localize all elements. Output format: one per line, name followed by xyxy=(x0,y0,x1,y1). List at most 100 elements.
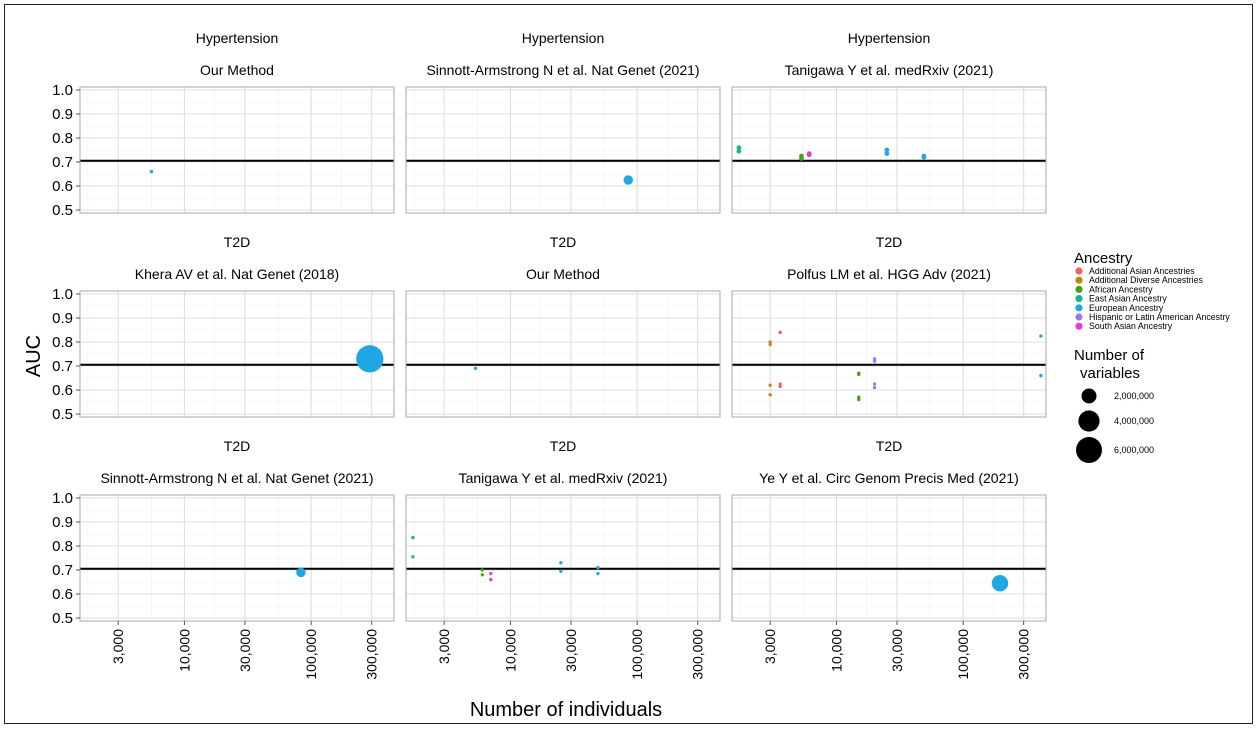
panel-border xyxy=(405,290,721,418)
legend-size-label: 6,000,000 xyxy=(1114,445,1154,455)
facet-source-label: Khera AV et al. Nat Genet (2018) xyxy=(135,266,339,282)
y-tick-label: 0.9 xyxy=(52,310,73,327)
facet-source-label: Tanigawa Y et al. medRxiv (2021) xyxy=(459,470,668,486)
data-point xyxy=(799,156,804,161)
x-tick-label: 30,000 xyxy=(237,629,253,672)
panel-border xyxy=(405,86,721,214)
data-point xyxy=(872,357,877,361)
panel-border xyxy=(79,86,395,214)
facet-trait-label: T2D xyxy=(876,234,902,250)
data-point xyxy=(768,393,772,397)
data-point xyxy=(1039,334,1043,338)
legend-size-title: variables xyxy=(1080,365,1140,382)
data-point xyxy=(872,382,877,386)
x-tick-label: 3,000 xyxy=(436,629,452,664)
facet-trait-label: T2D xyxy=(876,438,902,454)
x-tick-label: 10,000 xyxy=(828,629,844,672)
y-tick-label: 0.5 xyxy=(52,202,73,219)
legend-swatch xyxy=(1075,313,1083,321)
x-tick-label: 3,000 xyxy=(762,629,778,664)
panel-border xyxy=(731,86,1047,214)
y-tick-label: 0.5 xyxy=(52,610,73,627)
legend-ancestry-label: Additional Diverse Ancestries xyxy=(1089,275,1204,285)
x-tick-label: 30,000 xyxy=(563,629,579,672)
legend-size-marker xyxy=(1078,410,1100,432)
x-tick-label: 300,000 xyxy=(364,629,380,680)
x-tick-label: 100,000 xyxy=(303,629,319,680)
x-tick-label: 10,000 xyxy=(176,629,192,672)
facet-source-label: Our Method xyxy=(200,62,274,78)
legend-size-marker xyxy=(1076,437,1102,463)
panel-border xyxy=(731,494,1047,622)
data-point xyxy=(768,383,772,387)
y-tick-label: 1.0 xyxy=(52,82,73,99)
facet-panel: T2D Our Method xyxy=(405,234,721,418)
facet-panel: Hypertension Sinnott-Armstrong N et al. N… xyxy=(405,30,721,214)
y-tick-label: 0.6 xyxy=(52,178,73,195)
y-tick-label: 0.6 xyxy=(52,382,73,399)
facet-source-label: Ye Y et al. Circ Genom Precis Med (2021) xyxy=(759,470,1019,486)
facet-panel: Hypertension Our Method 0.5 0.6 0.7 0.8 0.9 1.0 xyxy=(52,30,395,219)
facet-trait-label: T2D xyxy=(224,234,250,250)
facet-trait-label: T2D xyxy=(224,438,250,454)
data-point xyxy=(623,175,633,185)
facet-panel: T2D Sinnott-Armstrong N et al. Nat Genet … xyxy=(52,438,395,680)
data-point xyxy=(356,345,384,373)
x-tick-label: 10,000 xyxy=(502,629,518,672)
y-axis-title: AUC xyxy=(23,335,45,377)
data-point xyxy=(872,359,877,363)
facet-trait-label: T2D xyxy=(550,438,576,454)
data-point xyxy=(806,152,812,158)
legend-swatch xyxy=(1075,276,1083,284)
data-point xyxy=(149,169,154,174)
facet-source-label: Tanigawa Y et al. medRxiv (2021) xyxy=(785,62,994,78)
panel-border xyxy=(79,494,395,622)
legend-ancestry-label: European Ancestry xyxy=(1089,303,1164,313)
data-point xyxy=(596,565,600,570)
data-point xyxy=(489,571,493,576)
data-point xyxy=(559,569,563,573)
data-point xyxy=(991,574,1009,592)
data-point xyxy=(778,330,782,335)
data-point xyxy=(884,151,890,156)
x-tick-label: 300,000 xyxy=(1016,629,1032,680)
y-tick-label: 1.0 xyxy=(52,286,73,303)
data-point xyxy=(736,148,742,154)
data-point xyxy=(596,571,600,576)
legend-ancestry-label: South Asian Ancestry xyxy=(1089,321,1173,331)
facet-trait-label: T2D xyxy=(550,234,576,250)
data-point xyxy=(778,384,782,389)
y-tick-label: 0.7 xyxy=(52,154,73,171)
facet-panel: Hypertension Tanigawa Y et al. medRxiv (2… xyxy=(731,30,1047,214)
data-point xyxy=(736,145,742,150)
data-point xyxy=(768,340,772,344)
legend-size-marker xyxy=(1081,388,1097,404)
data-point xyxy=(296,567,306,578)
facet-panel: T2D Khera AV et al. Nat Genet (2018) 0.5 0.… xyxy=(52,234,395,423)
data-point xyxy=(1039,373,1043,378)
legend-size-label: 2,000,000 xyxy=(1114,391,1154,401)
legend-swatch xyxy=(1075,304,1083,312)
x-tick-label: 300,000 xyxy=(690,629,706,680)
y-tick-label: 0.5 xyxy=(52,406,73,423)
legend-size-label: 4,000,000 xyxy=(1114,416,1154,426)
data-point xyxy=(768,342,772,347)
y-tick-label: 0.7 xyxy=(52,358,73,375)
data-point xyxy=(489,577,493,582)
x-tick-label: 100,000 xyxy=(629,629,645,680)
data-point xyxy=(921,154,927,160)
legend-swatch xyxy=(1075,322,1083,330)
y-tick-label: 0.9 xyxy=(52,106,73,123)
facet-trait-label: Hypertension xyxy=(196,30,279,46)
panel-border xyxy=(79,290,395,418)
data-point xyxy=(559,561,563,565)
y-tick-label: 0.8 xyxy=(52,334,73,351)
facet-source-label: Sinnott-Armstrong N et al. Nat Genet (20… xyxy=(426,62,699,78)
facet-source-label: Sinnott-Armstrong N et al. Nat Genet (20… xyxy=(100,470,373,486)
facet-source-label: Our Method xyxy=(526,266,600,282)
data-point xyxy=(872,385,877,390)
y-tick-label: 0.8 xyxy=(52,538,73,555)
y-tick-label: 1.0 xyxy=(52,490,73,507)
